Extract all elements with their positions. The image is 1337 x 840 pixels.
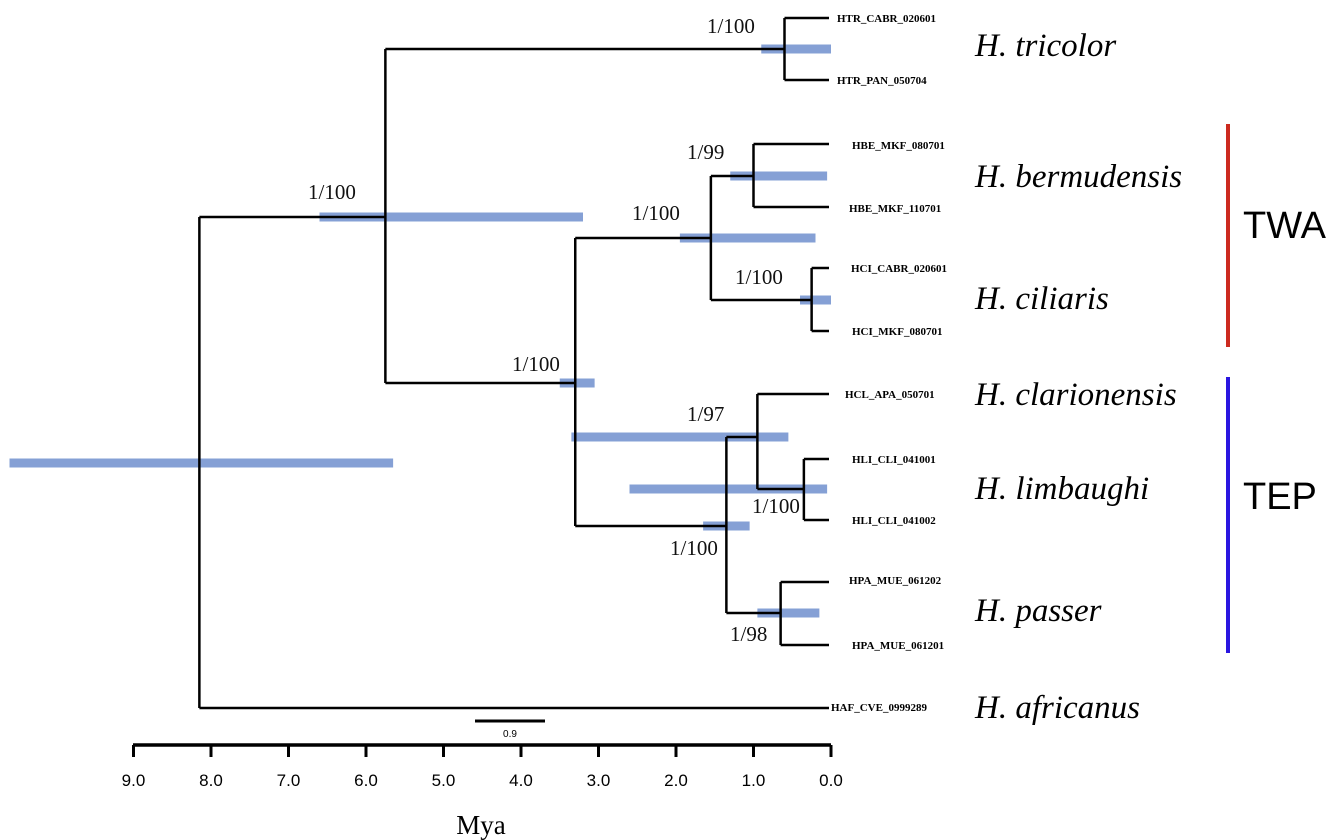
tip-label: HCL_APA_050701 [845, 389, 935, 401]
support-n_pas: 1/98 [730, 622, 767, 646]
tip-label: HLI_CLI_041001 [852, 454, 936, 466]
region-label-tep: TEP [1243, 476, 1317, 518]
support-n_twa: 1/100 [632, 201, 680, 225]
support-n_atp: 1/100 [512, 352, 560, 376]
tip-label: HTR_PAN_050704 [837, 75, 927, 87]
species-label-africanus: H. africanus [974, 690, 1140, 726]
support-n_lim: 1/100 [752, 494, 800, 518]
species-label-limbaughi: H. limbaughi [974, 471, 1149, 507]
region-brackets: TWA TEP [1226, 124, 1327, 653]
tip-labels: HTR_CABR_020601 HTR_PAN_050704 HBE_MKF_0… [831, 13, 947, 714]
species-labels: H. tricolor H. bermudensis H. ciliaris H… [974, 28, 1182, 726]
axis-tick-label: 4.0 [509, 771, 533, 790]
tip-label: HPA_MUE_061201 [852, 640, 944, 652]
axis-tick-label: 0.0 [819, 771, 843, 790]
axis-title: Mya [456, 810, 506, 840]
species-label-tricolor: H. tricolor [974, 28, 1116, 64]
region-label-twa: TWA [1243, 205, 1327, 247]
axis-tick-label: 8.0 [199, 771, 223, 790]
scale-bar-label: 0.9 [503, 729, 517, 740]
support-values: 1/100 1/100 1/99 1/100 1/100 1/100 1/97 … [308, 14, 800, 646]
support-n_cil: 1/100 [735, 265, 783, 289]
tip-label: HCI_CABR_020601 [851, 263, 947, 275]
axis-tick-label: 1.0 [742, 771, 766, 790]
support-n_cl: 1/97 [687, 402, 724, 426]
axis-tick-label: 5.0 [432, 771, 456, 790]
hpd-bars [9, 44, 831, 618]
tree-branches [198, 16, 829, 710]
axis-tick-label: 9.0 [122, 771, 146, 790]
axis-tick-label: 3.0 [587, 771, 611, 790]
support-n_tri: 1/100 [707, 14, 755, 38]
tip-label: HLI_CLI_041002 [852, 515, 936, 527]
support-n_ber: 1/99 [687, 140, 724, 164]
species-label-bermudensis: H. bermudensis [974, 159, 1182, 195]
axis-tick-label: 7.0 [277, 771, 301, 790]
tip-label: HBE_MKF_110701 [849, 203, 941, 215]
tip-label: HPA_MUE_061202 [849, 575, 942, 587]
axis-tick-label: 2.0 [664, 771, 688, 790]
tip-label: HAF_CVE_0999289 [831, 702, 927, 714]
support-n_trop: 1/100 [308, 180, 356, 204]
scale-bar: 0.9 [475, 719, 545, 740]
support-n_tep: 1/100 [670, 536, 718, 560]
species-label-passer: H. passer [974, 593, 1102, 629]
axis-tick-label: 6.0 [354, 771, 378, 790]
tip-label: HCI_MKF_080701 [852, 326, 942, 338]
species-label-clarionensis: H. clarionensis [974, 377, 1177, 413]
tip-label: HTR_CABR_020601 [837, 13, 936, 25]
time-axis: 9.0 8.0 7.0 6.0 5.0 4.0 3.0 2.0 1.0 0.0 [122, 743, 843, 790]
species-label-ciliaris: H. ciliaris [974, 281, 1109, 317]
tip-label: HBE_MKF_080701 [852, 140, 945, 152]
